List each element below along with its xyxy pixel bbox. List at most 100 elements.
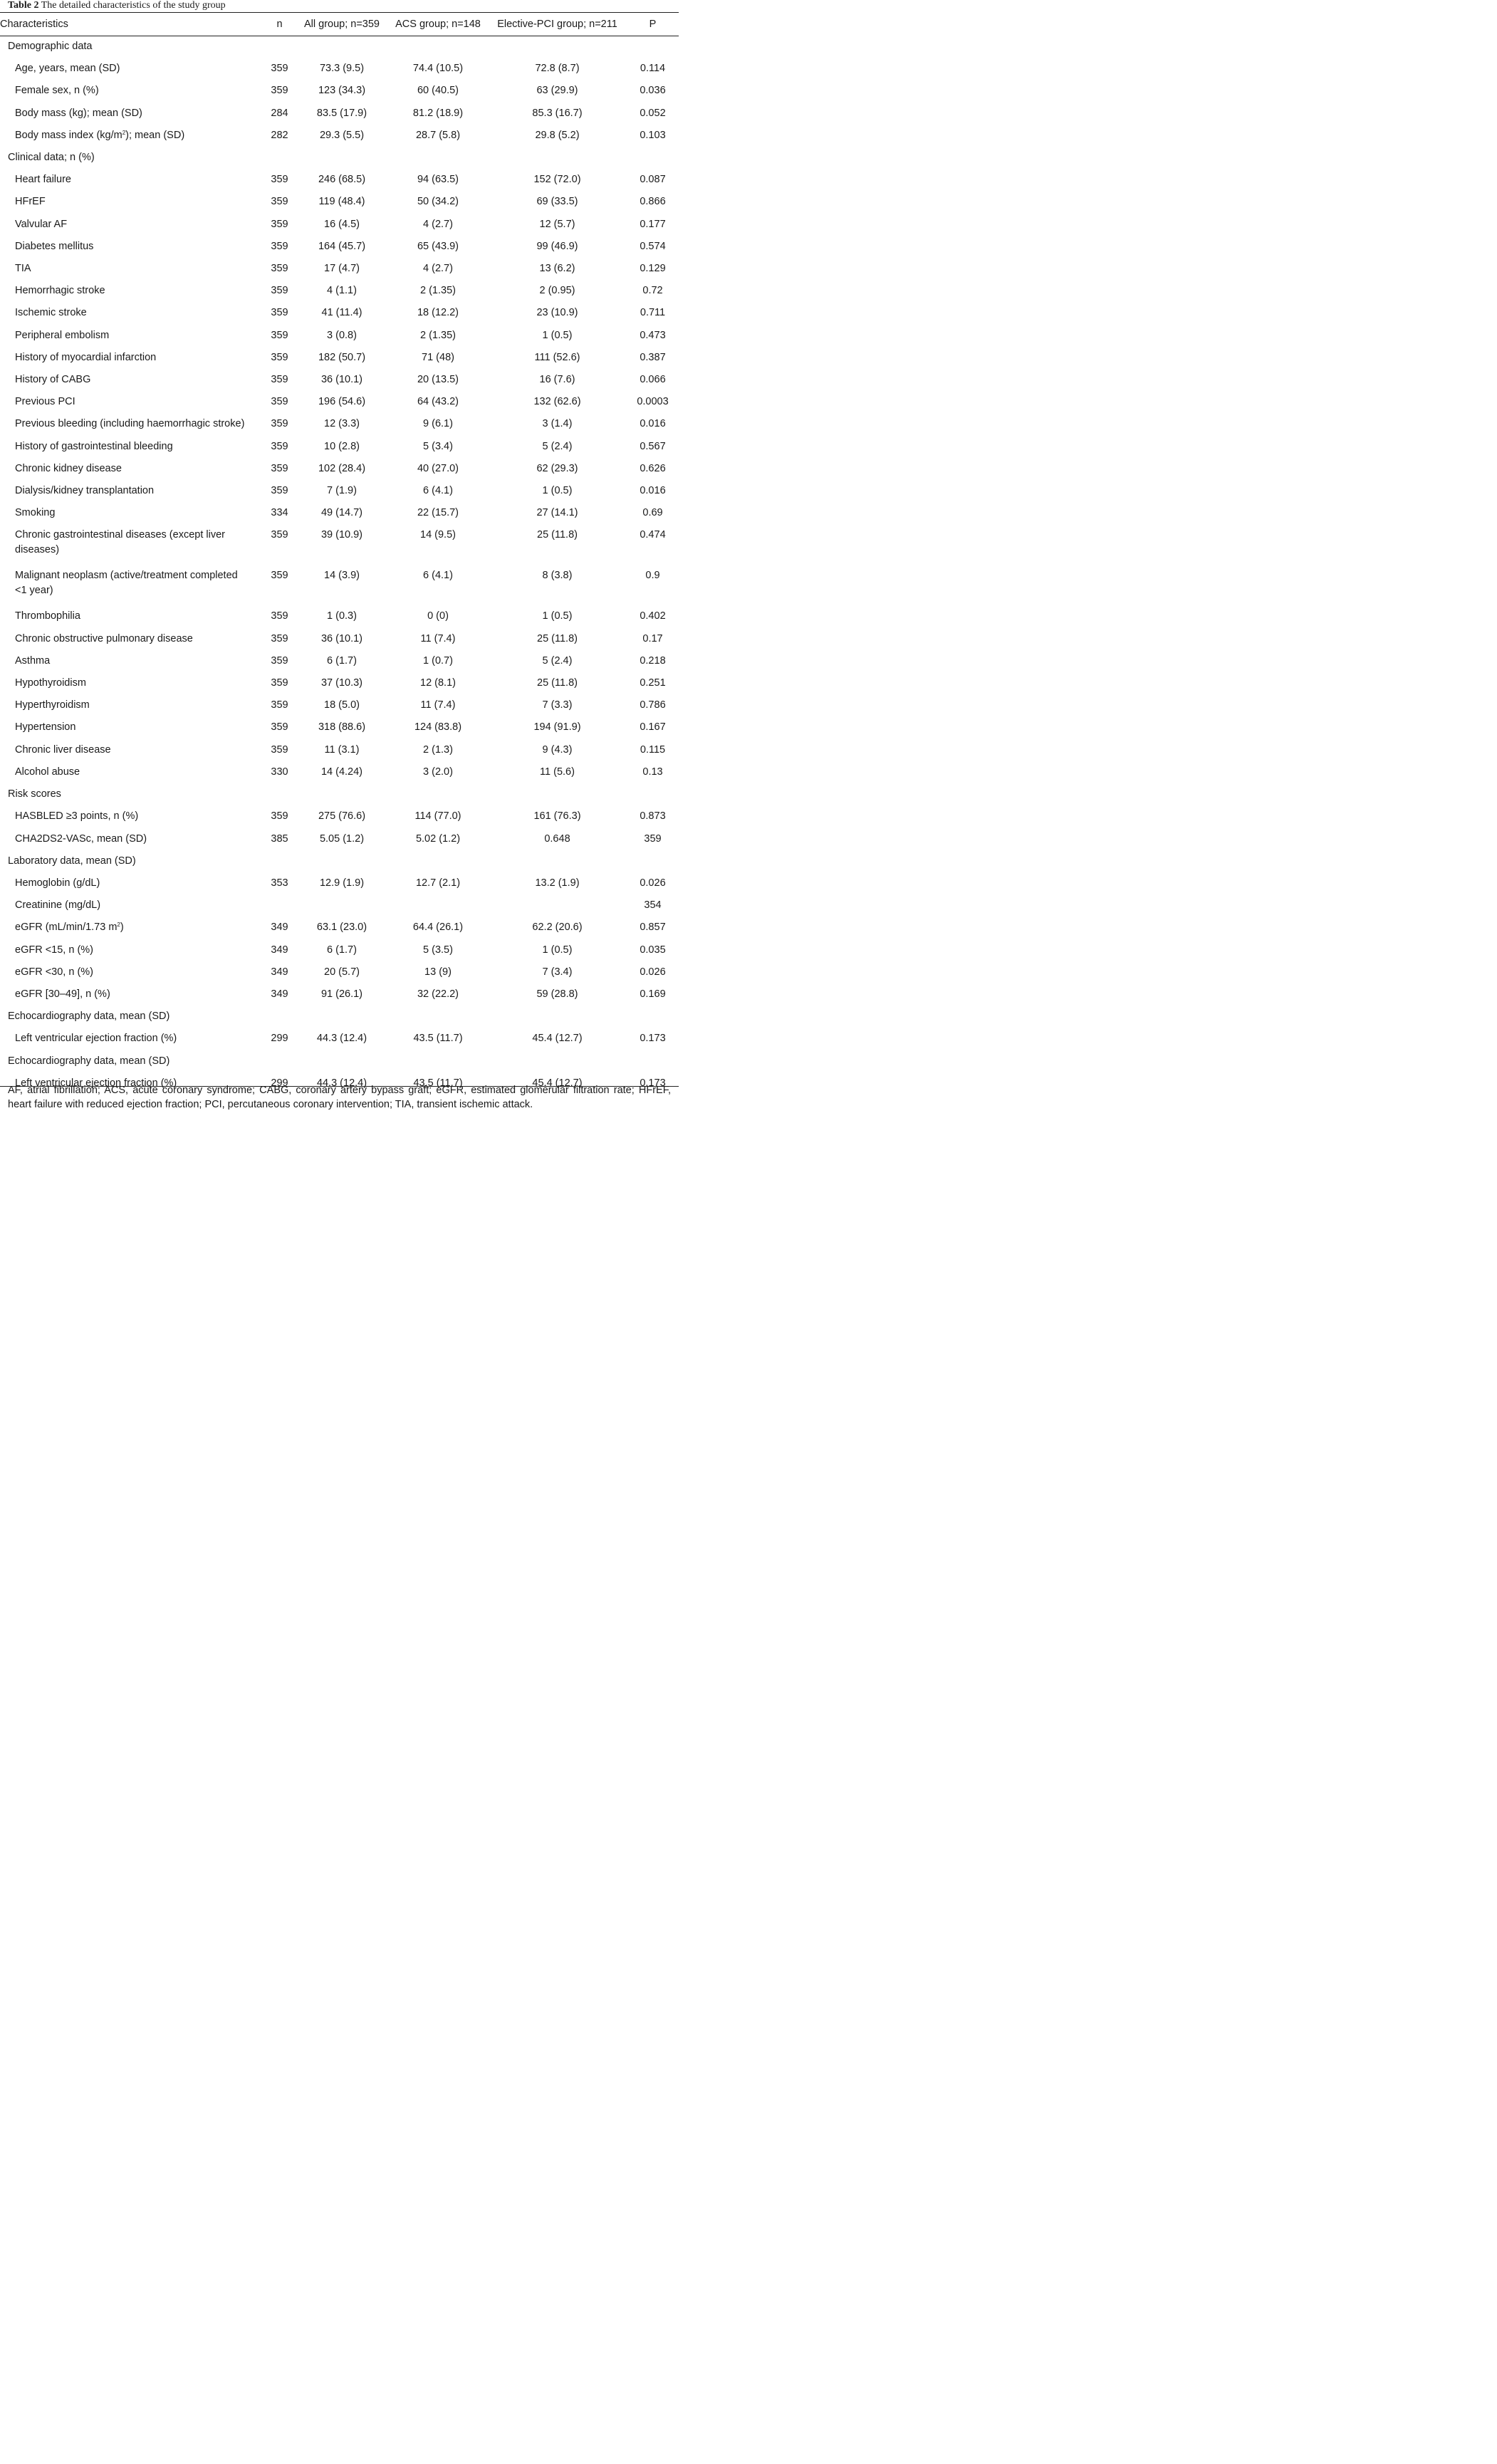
table-row: Thrombophilia 359 1 (0.3) 0 (0) 1 (0.5) 0.402 [0, 605, 679, 627]
acs-group-cell: 11 (7.4) [420, 699, 456, 711]
acs-group-cell: 9 (6.1) [423, 418, 453, 430]
acs-group-cell: 22 (15.7) [417, 507, 459, 519]
row-label: Hyperthyroidism [15, 699, 90, 711]
row-label: Dialysis/kidney transplantation [15, 485, 155, 497]
elective-pci-cell: 63 (29.9) [536, 85, 578, 97]
all-group-cell: 275 (76.6) [318, 810, 366, 823]
acs-group-cell: 71 (48) [422, 351, 454, 363]
all-group-cell: 17 (4.7) [324, 263, 360, 275]
table-row: Hemoglobin (g/dL) 353 12.9 (1.9) 12.7 (2.1)… [0, 872, 679, 894]
acs-group-cell: 2 (1.35) [420, 329, 456, 341]
acs-group-cell: 60 (40.5) [417, 85, 459, 97]
row-label: Body mass (kg); mean (SD) [15, 107, 142, 119]
all-group-cell: 6 (1.7) [327, 944, 357, 956]
all-group-cell: 182 (50.7) [318, 351, 366, 363]
p-value-cell: 0.115 [640, 743, 666, 756]
elective-pci-cell: 69 (33.5) [536, 196, 578, 208]
p-value-cell: 0.69 [642, 507, 663, 519]
all-group-cell: 14 (3.9) [324, 570, 360, 582]
table-row: Previous bleeding (including haemorrhagi… [0, 413, 679, 435]
all-group-cell: 83.5 (17.9) [316, 107, 367, 119]
acs-group-cell: 64 (43.2) [417, 396, 459, 408]
all-group-cell: 7 (1.9) [327, 485, 357, 497]
row-label: Hypothyroidism [15, 677, 86, 689]
elective-pci-cell: 1 (0.5) [542, 610, 573, 622]
acs-group-cell: 124 (83.8) [414, 721, 462, 734]
all-group-cell: 44.3 (12.4) [316, 1077, 367, 1089]
elective-pci-cell: 85.3 (16.7) [532, 107, 583, 119]
acs-group-cell: 1 (0.7) [423, 654, 453, 667]
row-label: HFrEF [15, 196, 46, 208]
top-rule [0, 12, 679, 13]
elective-pci-cell: 23 (10.9) [536, 307, 578, 319]
table-row: Chronic obstructive pulmonary disease 359… [0, 628, 679, 650]
row-label: HASBLED ≥3 points, n (%) [15, 810, 139, 823]
table-caption: Table 2 The detailed characteristics of … [8, 0, 670, 11]
section-filler [264, 1050, 679, 1072]
p-value-cell: 0.873 [640, 810, 666, 823]
section-filler [264, 783, 679, 805]
p-value-cell: 0.866 [640, 196, 666, 208]
n-cell: 359 [271, 462, 288, 474]
p-value-cell: 359 [644, 832, 662, 845]
n-cell: 359 [271, 654, 288, 667]
p-value-cell: 0.167 [640, 721, 666, 734]
n-cell: 359 [271, 632, 288, 644]
p-value-cell: 0.173 [640, 1077, 666, 1089]
all-group-cell: 73.3 (9.5) [319, 63, 365, 75]
table-row: HFrEF 359 119 (48.4) 50 (34.2) 69 (33.5) 0.86… [0, 191, 679, 213]
elective-pci-cell: 152 (72.0) [533, 174, 581, 186]
n-cell: 359 [271, 196, 288, 208]
section-label: Demographic data [8, 41, 93, 52]
all-group-cell: 6 (1.7) [327, 654, 357, 667]
elective-pci-cell: 194 (91.9) [533, 721, 581, 734]
p-value-cell: 0.857 [640, 922, 666, 934]
column-header: n [276, 19, 283, 30]
all-group-cell: 4 (1.1) [327, 285, 357, 297]
all-group-cell: 41 (11.4) [321, 307, 362, 319]
all-group-cell: 39 (10.9) [320, 529, 363, 541]
elective-pci-cell: 7 (3.3) [542, 699, 573, 711]
p-value-cell: 0.13 [642, 766, 663, 778]
all-group-cell: 318 (88.6) [318, 721, 366, 734]
elective-pci-cell: 1 (0.5) [542, 329, 573, 341]
p-value-cell: 0.087 [640, 174, 666, 186]
p-value-cell: 0.066 [640, 374, 666, 386]
n-cell: 359 [271, 374, 288, 386]
row-label: Chronic liver disease [15, 743, 111, 756]
p-value-cell: 0.026 [640, 966, 666, 978]
elective-pci-cell: 3 (1.4) [542, 418, 573, 430]
all-group-cell: 11 (3.1) [324, 743, 360, 756]
table-row: Chronic liver disease 359 11 (3.1) 2 (1.3) 9… [0, 739, 679, 761]
table-row: Chronic kidney disease 359 102 (28.4) 40 (2… [0, 458, 679, 480]
table-row: HASBLED ≥3 points, n (%) 359 275 (76.6) 114… [0, 805, 679, 828]
n-cell: 359 [271, 810, 288, 823]
acs-group-cell: 12 (8.1) [420, 677, 456, 689]
elective-pci-cell: 62.2 (20.6) [532, 922, 583, 934]
row-label: eGFR <15, n (%) [15, 944, 93, 956]
all-group-cell: 246 (68.5) [318, 174, 366, 186]
all-group-cell: 49 (14.7) [320, 507, 363, 519]
p-value-cell: 0.103 [640, 129, 666, 141]
all-group-cell: 18 (5.0) [324, 699, 360, 711]
row-label: Hypertension [15, 721, 76, 734]
p-value-cell: 0.251 [640, 677, 666, 689]
p-value-cell: 0.036 [640, 85, 666, 97]
p-value-cell: 0.17 [642, 632, 663, 644]
all-group-cell: 196 (54.6) [318, 396, 366, 408]
p-value-cell: 0.114 [640, 63, 666, 75]
table-body: Demographic data Age, years, mean (SD) 359… [0, 36, 679, 1095]
elective-pci-cell: 132 (62.6) [533, 396, 581, 408]
acs-group-cell: 13 (9) [424, 966, 452, 978]
section-row: Risk scores [0, 783, 679, 805]
row-label: Left ventricular ejection fraction (%) [15, 1033, 177, 1045]
row-label: Asthma [15, 654, 51, 667]
elective-pci-cell: 45.4 (12.7) [532, 1033, 583, 1045]
all-group-cell: 1 (0.3) [327, 610, 357, 622]
acs-group-cell: 2 (1.3) [423, 743, 453, 756]
all-group-cell: 5.05 (1.2) [319, 832, 365, 845]
row-label: Alcohol abuse [15, 766, 80, 778]
all-group-cell: 91 (26.1) [320, 988, 363, 1000]
n-cell: 359 [271, 743, 288, 756]
table-row: History of CABG 359 36 (10.1) 20 (13.5) 16 (… [0, 369, 679, 391]
